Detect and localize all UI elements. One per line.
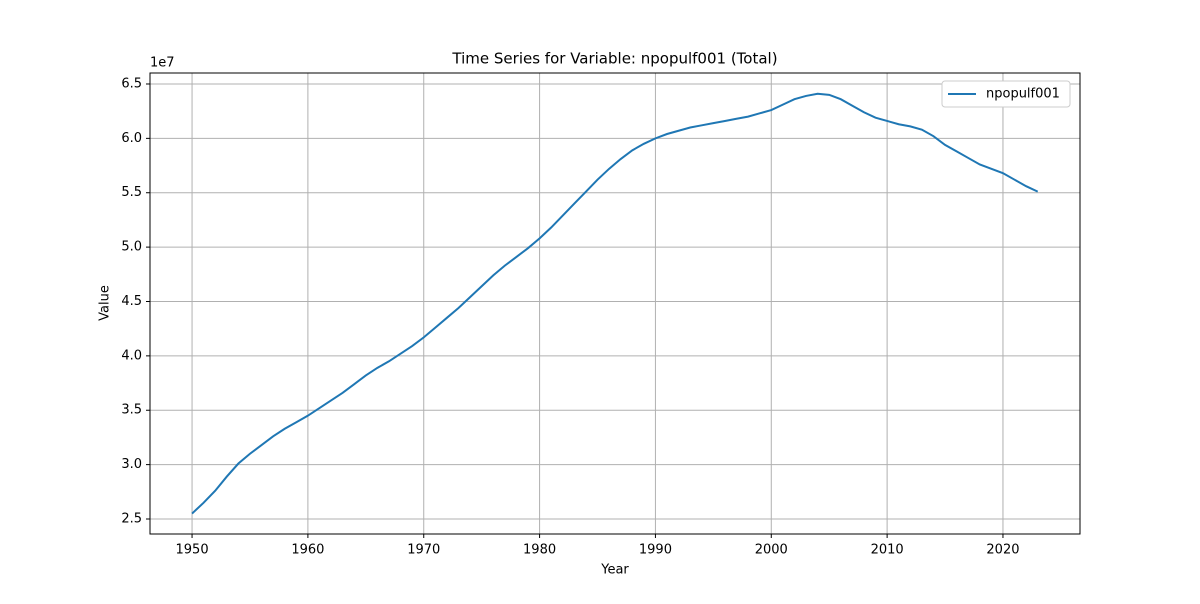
x-tick-label: 1960 (291, 543, 324, 558)
plot-frame (149, 72, 1081, 535)
y-tick-label: 4.0 (121, 348, 142, 363)
x-tick-label: 1950 (176, 543, 209, 558)
y-offset-label: 1e7 (150, 56, 175, 71)
y-tick-label: 5.5 (121, 185, 142, 200)
x-tick-label: 2010 (871, 543, 904, 558)
y-tick-label: 4.5 (121, 294, 142, 309)
y-tick-label: 3.5 (121, 403, 142, 418)
chart-title: Time Series for Variable: npopulf001 (To… (451, 50, 777, 68)
line-series (191, 92, 1039, 515)
y-tick-label: 6.0 (121, 131, 142, 146)
x-tick-label: 1990 (639, 543, 672, 558)
x-tick-label: 1980 (523, 543, 556, 558)
y-axis-label: Value (98, 285, 113, 321)
y-tick-label: 5.0 (121, 240, 142, 255)
y-tick-label: 3.0 (121, 457, 142, 472)
x-tick-label: 2020 (986, 543, 1019, 558)
x-tick-label: 2000 (755, 543, 788, 558)
legend-label: npopulf001 (986, 87, 1060, 102)
y-tick-label: 2.5 (121, 511, 142, 526)
x-tick-label: 1970 (407, 543, 440, 558)
x-axis-label: Year (600, 563, 629, 578)
y-tick-label: 6.5 (121, 76, 142, 91)
legend-box (941, 80, 1071, 108)
